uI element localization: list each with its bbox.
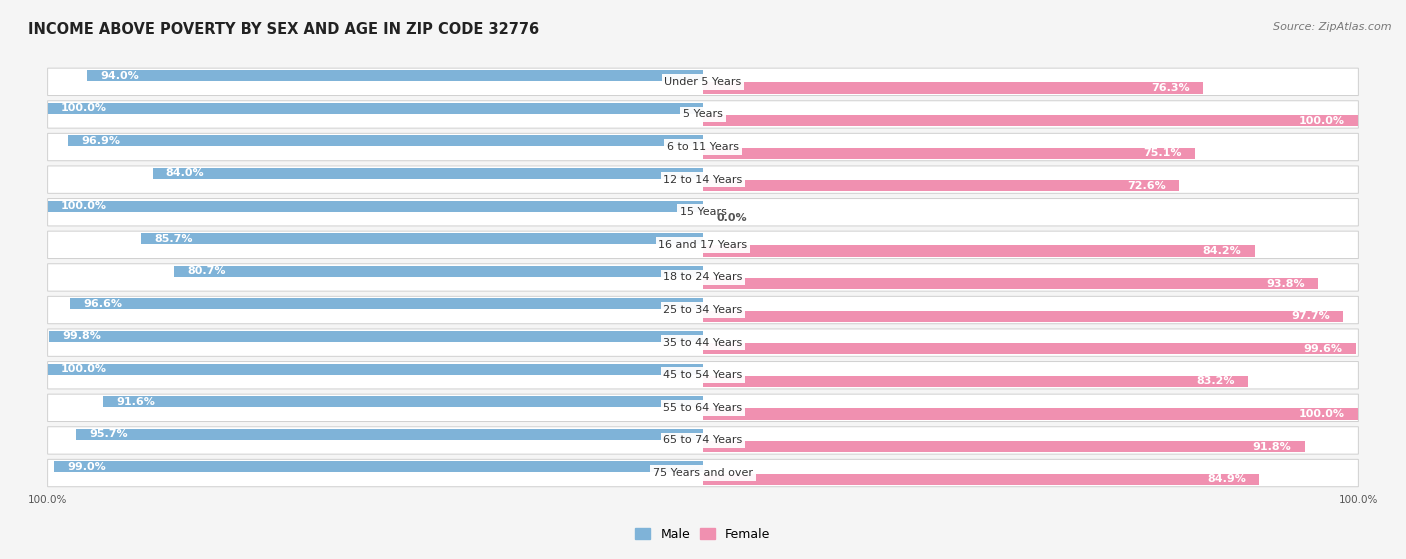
Text: 85.7%: 85.7% [155,234,193,244]
Text: 100.0%: 100.0% [60,103,107,113]
Text: 80.7%: 80.7% [187,266,226,276]
Bar [76,429,703,440]
Text: 93.8%: 93.8% [1265,278,1305,288]
Text: 100.0%: 100.0% [60,364,107,374]
Text: 6 to 11 Years: 6 to 11 Years [666,142,740,152]
Bar [703,441,1305,452]
Bar [49,331,703,342]
Text: 0.0%: 0.0% [716,214,747,224]
Bar [142,233,703,244]
FancyBboxPatch shape [48,198,1358,226]
Text: 25 to 34 Years: 25 to 34 Years [664,305,742,315]
Text: 45 to 54 Years: 45 to 54 Years [664,370,742,380]
Bar [87,70,703,81]
Bar [703,311,1343,322]
Text: 99.6%: 99.6% [1303,344,1343,354]
Text: 75.1%: 75.1% [1143,148,1182,158]
FancyBboxPatch shape [48,362,1358,389]
FancyBboxPatch shape [48,68,1358,96]
Bar [703,376,1249,387]
Text: 35 to 44 Years: 35 to 44 Years [664,338,742,348]
Text: 12 to 14 Years: 12 to 14 Years [664,174,742,184]
FancyBboxPatch shape [48,101,1358,128]
FancyBboxPatch shape [48,166,1358,193]
Text: 15 Years: 15 Years [679,207,727,217]
FancyBboxPatch shape [48,329,1358,356]
Text: 100.0%: 100.0% [1339,495,1378,505]
Text: 100.0%: 100.0% [1299,409,1346,419]
Bar [70,299,703,309]
Legend: Male, Female: Male, Female [630,523,776,546]
Bar [103,396,703,407]
Text: 97.7%: 97.7% [1291,311,1330,321]
Bar [703,83,1204,93]
FancyBboxPatch shape [48,459,1358,487]
FancyBboxPatch shape [48,427,1358,454]
Text: 83.2%: 83.2% [1197,376,1234,386]
Bar [153,168,703,179]
Text: 95.7%: 95.7% [89,429,128,439]
Text: 18 to 24 Years: 18 to 24 Years [664,272,742,282]
Text: 100.0%: 100.0% [28,495,67,505]
FancyBboxPatch shape [48,264,1358,291]
Bar [48,103,703,114]
Bar [174,266,703,277]
Text: 100.0%: 100.0% [60,201,107,211]
Text: 91.6%: 91.6% [115,397,155,406]
Text: 99.0%: 99.0% [67,462,107,472]
Bar [703,245,1254,257]
Bar [703,473,1260,485]
Text: 76.3%: 76.3% [1152,83,1189,93]
Text: Source: ZipAtlas.com: Source: ZipAtlas.com [1274,22,1392,32]
Text: 96.9%: 96.9% [82,136,120,146]
Text: 72.6%: 72.6% [1126,181,1166,191]
FancyBboxPatch shape [48,394,1358,421]
Text: Under 5 Years: Under 5 Years [665,77,741,87]
Bar [703,115,1358,126]
Text: 65 to 74 Years: 65 to 74 Years [664,435,742,446]
Text: 94.0%: 94.0% [100,70,139,80]
Text: 75 Years and over: 75 Years and over [652,468,754,478]
Text: 100.0%: 100.0% [1299,116,1346,126]
Text: 84.9%: 84.9% [1208,474,1246,484]
Bar [703,181,1178,191]
Text: 96.6%: 96.6% [83,299,122,309]
Text: 99.8%: 99.8% [62,331,101,342]
Text: INCOME ABOVE POVERTY BY SEX AND AGE IN ZIP CODE 32776: INCOME ABOVE POVERTY BY SEX AND AGE IN Z… [28,22,540,37]
Text: 84.0%: 84.0% [166,168,204,178]
Bar [703,343,1355,354]
Bar [703,148,1195,159]
Bar [48,201,703,212]
Text: 55 to 64 Years: 55 to 64 Years [664,403,742,413]
FancyBboxPatch shape [48,134,1358,161]
Text: 16 and 17 Years: 16 and 17 Years [658,240,748,250]
FancyBboxPatch shape [48,296,1358,324]
Bar [67,135,703,146]
FancyBboxPatch shape [48,231,1358,258]
Text: 84.2%: 84.2% [1204,246,1241,256]
Text: 91.8%: 91.8% [1253,442,1291,452]
Text: 5 Years: 5 Years [683,110,723,120]
Bar [703,409,1358,420]
Bar [703,278,1317,289]
Bar [48,363,703,375]
Bar [55,461,703,472]
